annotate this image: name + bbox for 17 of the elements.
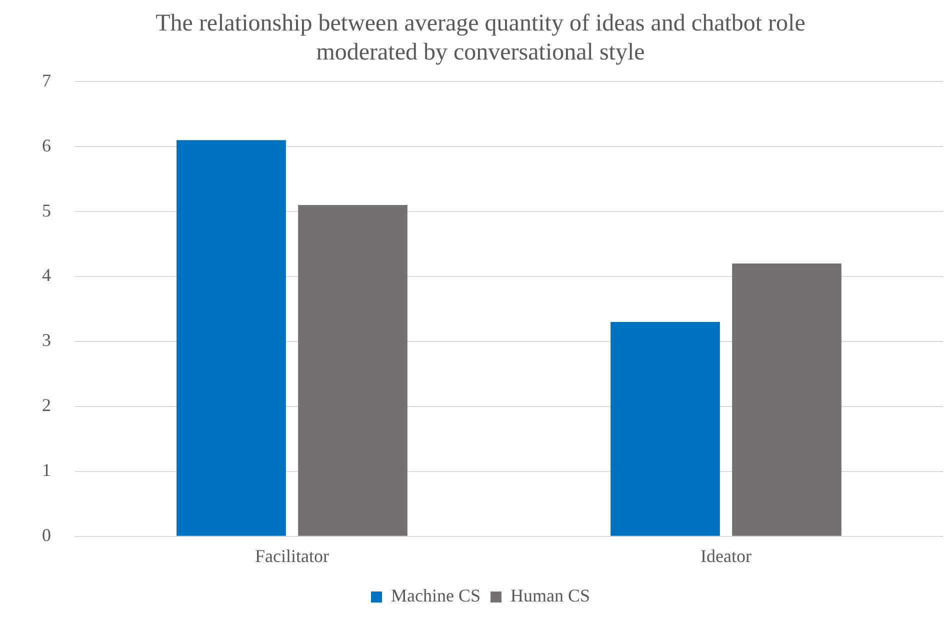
y-tick-label: 5 (42, 200, 51, 220)
legend-label: Machine CS (391, 586, 480, 606)
legend-label: Human CS (510, 586, 590, 606)
y-tick-label: 7 (42, 70, 51, 90)
x-tick-label: Facilitator (255, 546, 329, 566)
y-tick-label: 4 (42, 265, 51, 286)
bar (176, 140, 286, 536)
y-tick-label: 0 (42, 525, 51, 546)
y-tick-label: 1 (42, 460, 51, 480)
bar (298, 205, 408, 536)
y-tick-label: 6 (42, 135, 51, 156)
bar (732, 264, 842, 536)
y-tick-label: 3 (42, 330, 51, 350)
y-tick-label: 2 (42, 395, 51, 416)
bar (610, 322, 720, 536)
x-tick-label: Ideator (700, 546, 752, 566)
chart-title: The relationship between average quantity of ideas and chatbot role moderated by conversational style (156, 10, 806, 66)
